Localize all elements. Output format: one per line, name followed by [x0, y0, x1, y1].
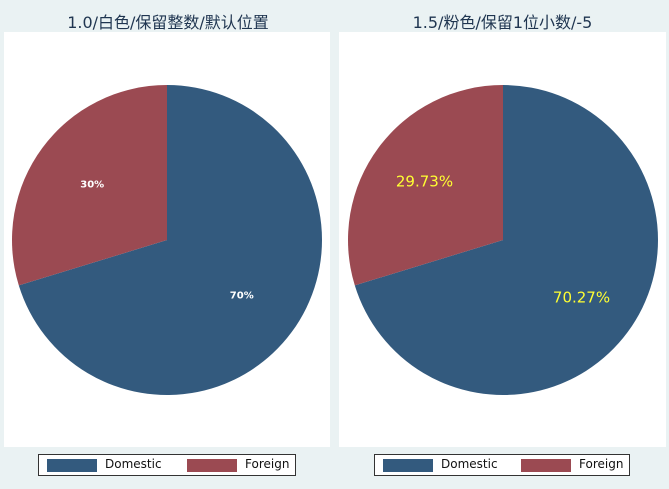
- legend-label: Foreign: [579, 457, 624, 471]
- chart-panel-2: 1.5/粉色/保留1位小数/-5 70.27% 29.73% Domestic F…: [336, 0, 669, 489]
- pie-label-foreign: 29.73%: [396, 172, 453, 190]
- pie-chart: 70% 30%: [11, 85, 323, 395]
- chart-panel-1: 1.0/白色/保留整数/默认位置 70% 30% Domestic Foreign: [4, 13, 330, 476]
- pie-slice-domestic: [18, 85, 323, 395]
- pie-label-domestic: 70%: [230, 290, 254, 301]
- pie-slice-domestic: [354, 85, 658, 395]
- legend-swatch-domestic: [383, 459, 433, 472]
- legend-swatch-foreign: [187, 459, 237, 472]
- pie-chart: 70.27% 29.73%: [348, 85, 658, 395]
- chart-title: 1.5/粉色/保留1位小数/-5: [412, 13, 593, 32]
- legend-swatch-domestic: [47, 459, 97, 472]
- legend-label: Domestic: [441, 457, 498, 471]
- legend: Domestic Foreign: [374, 454, 630, 476]
- pie-label-foreign: 30%: [80, 180, 104, 191]
- pie-label-domestic: 70.27%: [553, 289, 610, 307]
- pie-slice-foreign: [348, 85, 503, 286]
- legend-swatch-foreign: [521, 459, 571, 472]
- chart-title: 1.0/白色/保留整数/默认位置: [67, 13, 269, 32]
- legend-label: Domestic: [105, 457, 162, 471]
- legend: Domestic Foreign: [38, 454, 296, 476]
- plot-area: 70.27% 29.73%: [339, 32, 666, 447]
- pie-slice-foreign: [11, 85, 167, 286]
- plot-area: 70% 30%: [4, 32, 330, 447]
- legend-label: Foreign: [245, 457, 290, 471]
